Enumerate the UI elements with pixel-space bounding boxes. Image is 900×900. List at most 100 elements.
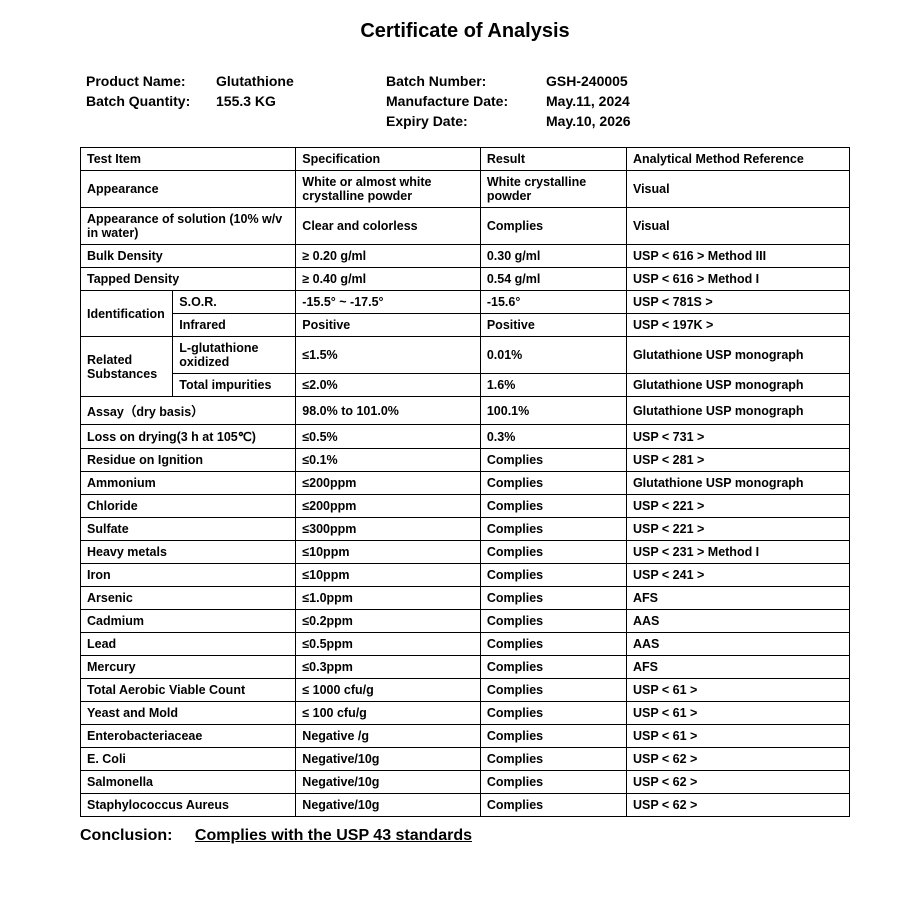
conclusion-value: Complies with the USP 43 standards xyxy=(195,827,472,844)
cell-spec: ≤0.5ppm xyxy=(296,633,481,656)
table-row: Arsenic≤1.0ppmCompliesAFS xyxy=(81,587,850,610)
cell-result: Complies xyxy=(480,449,626,472)
table-row: AppearanceWhite or almost white crystall… xyxy=(81,171,850,208)
cell-spec: ≤10ppm xyxy=(296,564,481,587)
cell-sub: L-glutathione oxidized xyxy=(173,337,296,374)
cell-result: 0.3% xyxy=(480,425,626,449)
cell-spec: ≤0.5% xyxy=(296,425,481,449)
cell-result: 0.54 g/ml xyxy=(480,268,626,291)
col-result: Result xyxy=(480,148,626,171)
cell-spec: ≤200ppm xyxy=(296,472,481,495)
cell-sub: Infrared xyxy=(173,314,296,337)
cell-result: Complies xyxy=(480,518,626,541)
conclusion-label: Conclusion: xyxy=(80,827,172,844)
cell-sub: S.O.R. xyxy=(173,291,296,314)
table-row: Ammonium≤200ppmCompliesGlutathione USP m… xyxy=(81,472,850,495)
col-method: Analytical Method Reference xyxy=(626,148,849,171)
cell-method: Glutathione USP monograph xyxy=(626,472,849,495)
table-row: Cadmium≤0.2ppmCompliesAAS xyxy=(81,610,850,633)
cell-test: Bulk Density xyxy=(81,245,296,268)
cell-method: USP < 62 > xyxy=(626,794,849,817)
batch-number-value: GSH-240005 xyxy=(546,73,676,89)
cell-method: USP < 616 > Method I xyxy=(626,268,849,291)
batch-number-label: Batch Number: xyxy=(386,73,546,89)
cell-method: USP < 616 > Method III xyxy=(626,245,849,268)
table-row: Staphylococcus AureusNegative/10gComplie… xyxy=(81,794,850,817)
cell-spec: ≥ 0.20 g/ml xyxy=(296,245,481,268)
cell-spec: ≤2.0% xyxy=(296,374,481,397)
header-metadata: Product Name: Glutathione Batch Number: … xyxy=(86,73,850,129)
cell-spec: ≤300ppm xyxy=(296,518,481,541)
cell-spec: ≤200ppm xyxy=(296,495,481,518)
cell-result: Complies xyxy=(480,679,626,702)
table-row: E. ColiNegative/10gCompliesUSP < 62 > xyxy=(81,748,850,771)
cell-result: Complies xyxy=(480,610,626,633)
cell-method: USP < 62 > xyxy=(626,771,849,794)
cell-result: Complies xyxy=(480,702,626,725)
cell-result: Complies xyxy=(480,495,626,518)
cell-sub: Total impurities xyxy=(173,374,296,397)
cell-result: Complies xyxy=(480,208,626,245)
cell-test: Tapped Density xyxy=(81,268,296,291)
cell-test: Heavy metals xyxy=(81,541,296,564)
table-row: Appearance of solution (10% w/v in water… xyxy=(81,208,850,245)
cell-spec: ≥ 0.40 g/ml xyxy=(296,268,481,291)
cell-test: Cadmium xyxy=(81,610,296,633)
cell-result: Complies xyxy=(480,564,626,587)
cell-test: Residue on Ignition xyxy=(81,449,296,472)
cell-result: Complies xyxy=(480,771,626,794)
cell-test: Assay（dry basis） xyxy=(81,397,296,425)
cell-result: -15.6° xyxy=(480,291,626,314)
col-specification: Specification xyxy=(296,148,481,171)
cell-spec: -15.5° ~ -17.5° xyxy=(296,291,481,314)
cell-result: Complies xyxy=(480,794,626,817)
cell-method: Glutathione USP monograph xyxy=(626,374,849,397)
table-row: SalmonellaNegative/10gCompliesUSP < 62 > xyxy=(81,771,850,794)
cell-result: Complies xyxy=(480,587,626,610)
cell-result: 0.30 g/ml xyxy=(480,245,626,268)
cell-spec: ≤1.5% xyxy=(296,337,481,374)
cell-method: USP < 221 > xyxy=(626,495,849,518)
product-name-label: Product Name: xyxy=(86,73,216,89)
cell-test: Yeast and Mold xyxy=(81,702,296,725)
table-header-row: Test Item Specification Result Analytica… xyxy=(81,148,850,171)
cell-method: Glutathione USP monograph xyxy=(626,397,849,425)
table-row: Chloride≤200ppmCompliesUSP < 221 > xyxy=(81,495,850,518)
cell-result: 100.1% xyxy=(480,397,626,425)
cell-result: Complies xyxy=(480,725,626,748)
cell-result: 1.6% xyxy=(480,374,626,397)
table-row: Bulk Density≥ 0.20 g/ml0.30 g/mlUSP < 61… xyxy=(81,245,850,268)
table-row: Iron≤10ppmCompliesUSP < 241 > xyxy=(81,564,850,587)
cell-test: Mercury xyxy=(81,656,296,679)
batch-quantity-label: Batch Quantity: xyxy=(86,93,216,109)
table-row: Total Aerobic Viable Count≤ 1000 cfu/gCo… xyxy=(81,679,850,702)
cell-spec: ≤0.2ppm xyxy=(296,610,481,633)
table-row: Assay（dry basis）98.0% to 101.0%100.1%Glu… xyxy=(81,397,850,425)
cell-method: AFS xyxy=(626,656,849,679)
table-row: IdentificationS.O.R.-15.5° ~ -17.5°-15.6… xyxy=(81,291,850,314)
expiry-date-label: Expiry Date: xyxy=(386,113,546,129)
cell-test: Arsenic xyxy=(81,587,296,610)
cell-spec: ≤10ppm xyxy=(296,541,481,564)
cell-spec: ≤ 1000 cfu/g xyxy=(296,679,481,702)
expiry-date-value: May.10, 2026 xyxy=(546,113,676,129)
table-row: Loss on drying(3 h at 105℃)≤0.5%0.3%USP … xyxy=(81,425,850,449)
cell-spec: ≤0.3ppm xyxy=(296,656,481,679)
table-row: EnterobacteriaceaeNegative /gCompliesUSP… xyxy=(81,725,850,748)
conclusion: Conclusion: Complies with the USP 43 sta… xyxy=(80,827,850,845)
cell-method: USP < 197K > xyxy=(626,314,849,337)
table-row: Yeast and Mold≤ 100 cfu/gCompliesUSP < 6… xyxy=(81,702,850,725)
cell-method: AAS xyxy=(626,610,849,633)
table-row: Related SubstancesL-glutathione oxidized… xyxy=(81,337,850,374)
cell-method: AAS xyxy=(626,633,849,656)
cell-spec: White or almost white crystalline powder xyxy=(296,171,481,208)
cell-test: Total Aerobic Viable Count xyxy=(81,679,296,702)
cell-group-label: Identification xyxy=(81,291,173,337)
cell-result: Complies xyxy=(480,472,626,495)
cell-method: AFS xyxy=(626,587,849,610)
cell-spec: ≤0.1% xyxy=(296,449,481,472)
cell-spec: ≤ 100 cfu/g xyxy=(296,702,481,725)
table-row: Sulfate≤300ppmCompliesUSP < 221 > xyxy=(81,518,850,541)
cell-test: Loss on drying(3 h at 105℃) xyxy=(81,425,296,449)
table-body: AppearanceWhite or almost white crystall… xyxy=(81,171,850,817)
